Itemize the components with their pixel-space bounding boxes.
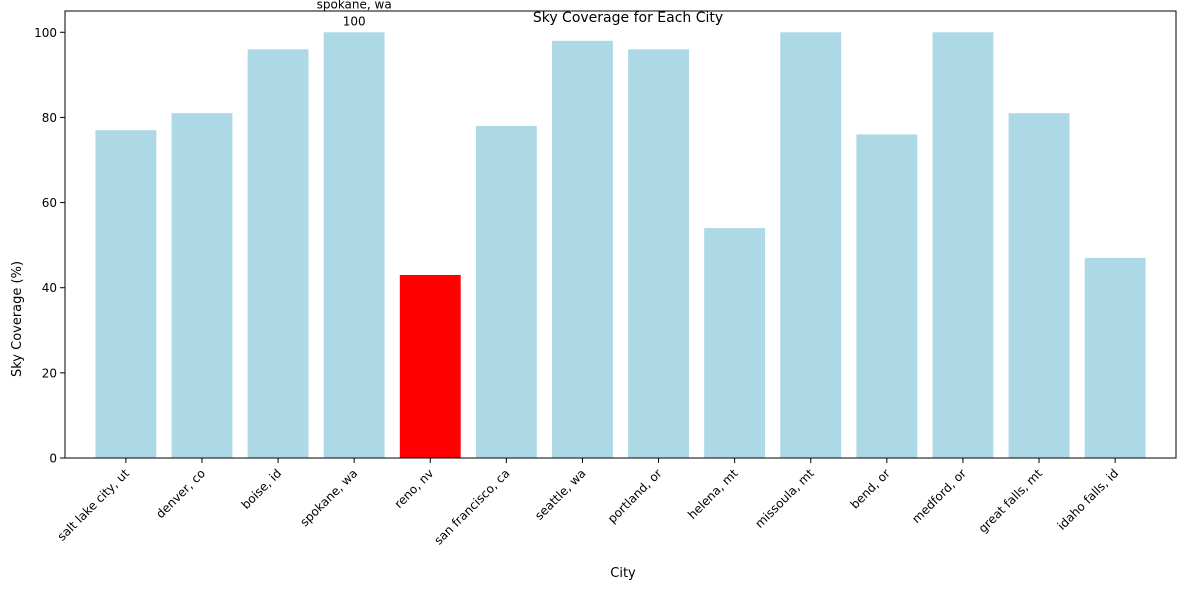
x-tick-label: great falls, mt	[976, 466, 1046, 536]
bar-salt-lake-city-ut	[95, 130, 157, 458]
x-tick-label: seattle, wa	[532, 466, 589, 523]
x-tick-label: denver, co	[153, 466, 208, 521]
x-axis: salt lake city, ut denver, co boise, id spo…	[55, 458, 1122, 547]
bar-boise-id	[247, 49, 309, 459]
bar-helena-mt	[704, 228, 766, 458]
y-axis-label: Sky Coverage (%)	[10, 261, 25, 377]
bar-annotation: spokane, wa 100	[317, 0, 392, 28]
x-tick-label: boise, id	[239, 466, 285, 512]
bar-missoula-mt	[780, 32, 842, 458]
x-tick-label: salt lake city, ut	[55, 466, 133, 544]
x-tick-label: idaho falls, id	[1055, 466, 1122, 533]
x-tick-label: spokane, wa	[297, 466, 360, 529]
bar-reno-nv	[399, 274, 461, 458]
x-tick-label: helena, mt	[685, 466, 741, 522]
chart-title: Sky Coverage for Each City	[533, 10, 723, 26]
x-tick-label: reno, nv	[392, 466, 437, 511]
y-tick-label: 20	[42, 366, 57, 380]
y-tick-label: 80	[42, 111, 57, 125]
y-tick-label: 40	[42, 281, 57, 295]
x-tick-label: medford, or	[909, 466, 969, 526]
bar-portland-or	[628, 49, 689, 459]
bar-great-falls-mt	[1008, 113, 1070, 459]
y-tick-label: 60	[42, 196, 57, 210]
x-tick-label: portland, or	[605, 466, 665, 526]
annotation-value: 100	[343, 14, 366, 28]
y-tick-label: 100	[34, 26, 57, 40]
bar-seattle-wa	[552, 40, 613, 459]
bar-san-francisco-ca	[475, 125, 537, 458]
bar-bend-or	[856, 134, 918, 458]
annotation-label: spokane, wa	[317, 0, 392, 11]
x-tick-label: san francisco, ca	[431, 466, 512, 547]
bar-idaho-falls-id	[1084, 257, 1146, 458]
x-tick-label: missoula, mt	[752, 466, 817, 531]
x-axis-label: City	[610, 566, 636, 581]
y-tick-label: 0	[49, 452, 57, 466]
y-axis: 0 20 40 60 80 100	[34, 26, 65, 466]
bar-spokane-wa	[323, 32, 385, 458]
bar-medford-or	[932, 32, 994, 458]
bar-denver-co	[171, 113, 233, 459]
x-tick-label: bend, or	[848, 466, 893, 511]
plot-frame	[64, 10, 1177, 459]
bars-group	[95, 32, 1146, 459]
